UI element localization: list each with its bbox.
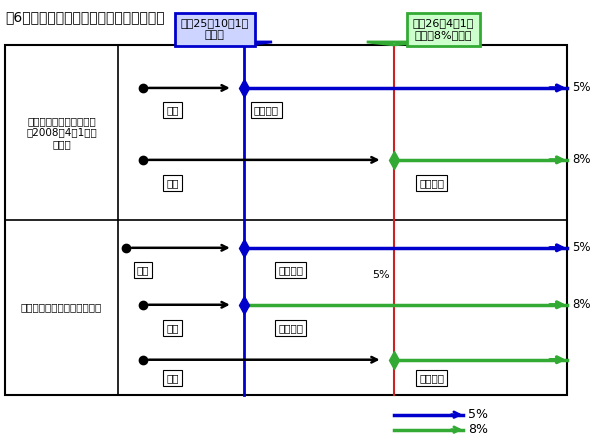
Text: 平成25年10月1日
指定日: 平成25年10月1日 指定日 bbox=[181, 18, 249, 40]
Text: リース開: リース開 bbox=[254, 105, 279, 115]
Text: 図6　＜リース取引の経過措置の考え方＞: 図6 ＜リース取引の経過措置の考え方＞ bbox=[5, 10, 164, 24]
Text: 契約: 契約 bbox=[166, 373, 178, 383]
Text: ファイナンスリース契約
（2008年4月1日以
　降）: ファイナンスリース契約 （2008年4月1日以 降） bbox=[26, 116, 97, 149]
Text: 契約: 契約 bbox=[137, 265, 149, 275]
Text: リース開: リース開 bbox=[419, 178, 444, 188]
Text: 平成26年4月1日
消費税8%引上げ: 平成26年4月1日 消費税8%引上げ bbox=[413, 18, 474, 40]
Polygon shape bbox=[366, 42, 422, 45]
Text: 5%: 5% bbox=[372, 270, 390, 280]
Text: 8%: 8% bbox=[572, 153, 590, 166]
Text: 契約: 契約 bbox=[166, 178, 178, 188]
Bar bbox=[5, 45, 567, 395]
Text: リース開: リース開 bbox=[278, 265, 303, 275]
Text: オペレーティングリース契約: オペレーティングリース契約 bbox=[21, 302, 102, 312]
Text: リース開: リース開 bbox=[419, 373, 444, 383]
Text: 5%: 5% bbox=[572, 241, 590, 254]
Text: リース開: リース開 bbox=[278, 323, 303, 333]
Text: 8%: 8% bbox=[468, 423, 488, 436]
Text: 5%: 5% bbox=[468, 408, 488, 421]
Text: 8%: 8% bbox=[572, 298, 590, 311]
Text: 契約: 契約 bbox=[166, 105, 178, 115]
Polygon shape bbox=[217, 42, 272, 45]
Text: 5%: 5% bbox=[572, 81, 590, 95]
Text: 契約: 契約 bbox=[166, 323, 178, 333]
